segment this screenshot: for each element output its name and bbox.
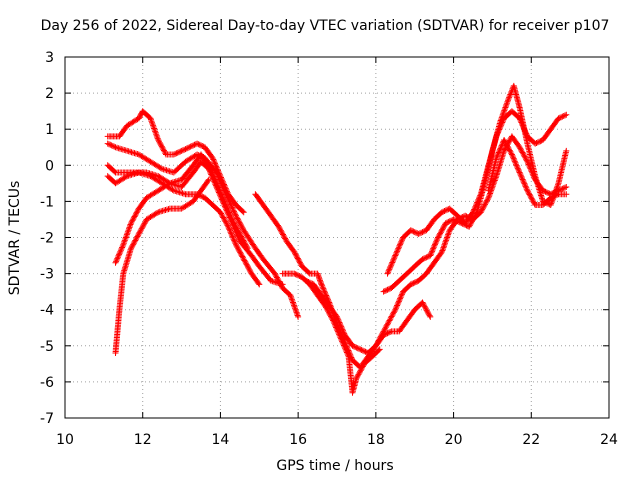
grid-lines: [65, 57, 609, 418]
series-markers: [104, 140, 302, 320]
y-tick-label: -1: [40, 194, 54, 210]
x-tick-label: 18: [367, 432, 385, 448]
series-markers: [112, 176, 212, 356]
series-markers: [112, 151, 251, 266]
y-tick-label: -4: [40, 303, 54, 319]
y-tick-label: 0: [45, 158, 54, 174]
x-tick-label: 24: [600, 432, 618, 448]
series-track-5: [112, 151, 251, 266]
x-tick-label: 14: [212, 432, 230, 448]
y-axis-label: SDTVAR / TECUs: [7, 181, 23, 296]
series-markers: [485, 137, 570, 208]
y-tick-label: 1: [45, 122, 54, 138]
y-tick-label: -2: [40, 231, 54, 247]
y-tick-label: 3: [45, 50, 54, 66]
y-tick-label: -5: [40, 339, 54, 355]
data-points: [104, 82, 570, 396]
series-markers: [104, 169, 263, 288]
series-track-6: [112, 176, 212, 356]
chart-title: Day 256 of 2022, Sidereal Day-to-day VTE…: [41, 18, 610, 34]
x-axis-label: GPS time / hours: [276, 458, 393, 474]
y-tick-label: -3: [40, 267, 54, 283]
y-tick-label: -6: [40, 375, 54, 391]
y-tick-label: 2: [45, 86, 54, 102]
x-tick-label: 22: [522, 432, 540, 448]
x-tick-label: 20: [445, 432, 463, 448]
series-markers: [279, 270, 383, 396]
x-tick-label: 12: [134, 432, 152, 448]
x-tick-label: 10: [56, 432, 74, 448]
x-tick-label: 16: [289, 432, 307, 448]
series-track-2: [104, 140, 302, 320]
series-track-8: [279, 270, 383, 396]
series-track-4: [104, 169, 263, 288]
y-tick-label: -7: [40, 411, 54, 427]
series-track-12: [485, 137, 570, 208]
